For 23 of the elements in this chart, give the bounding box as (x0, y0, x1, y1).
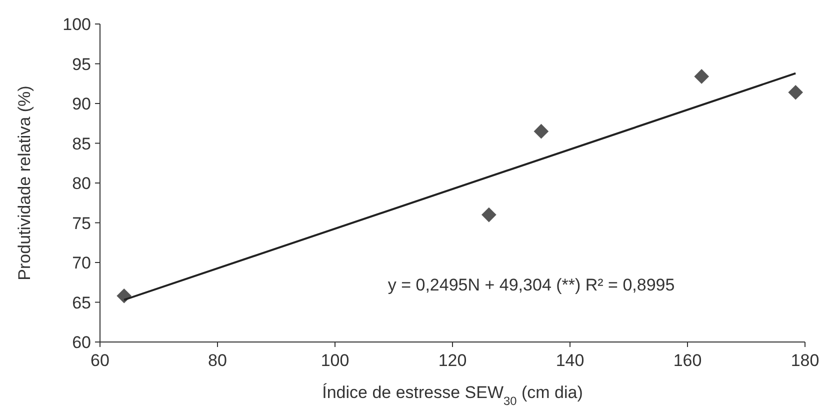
y-tick-label: 85 (72, 134, 91, 154)
y-tick-label: 70 (72, 254, 91, 272)
x-axis-title: Índice de estresse SEW$_{30}$ (cm dia) (322, 383, 583, 408)
point (482, 207, 496, 222)
y-tick-label: 100 (62, 15, 91, 34)
y-tick-label: 80 (72, 174, 91, 193)
point (788, 84, 804, 100)
y-tick-label: 90 (72, 94, 91, 114)
annotation: y = 0,2495N + 49,304 (**) R² = 0,8995 (388, 275, 675, 294)
y-axis-title: Produtividade relativa (%) (15, 86, 34, 280)
point (534, 124, 549, 139)
x-tick-label: 140 (556, 351, 584, 370)
x-tick-label: 100 (320, 351, 350, 370)
x-tick-label: 120 (438, 351, 467, 370)
y-tick-label: 75 (72, 214, 91, 233)
x-tick-label: 60 (90, 351, 110, 370)
y-tick-label: 95 (72, 54, 91, 74)
point (694, 69, 710, 84)
y-tick-label: 65 (72, 293, 91, 312)
x-tick-label: 160 (673, 351, 702, 370)
x-tick-label: 80 (208, 351, 227, 370)
y-tick-label: 60 (72, 333, 91, 352)
x-tick-label: 180 (790, 351, 820, 370)
